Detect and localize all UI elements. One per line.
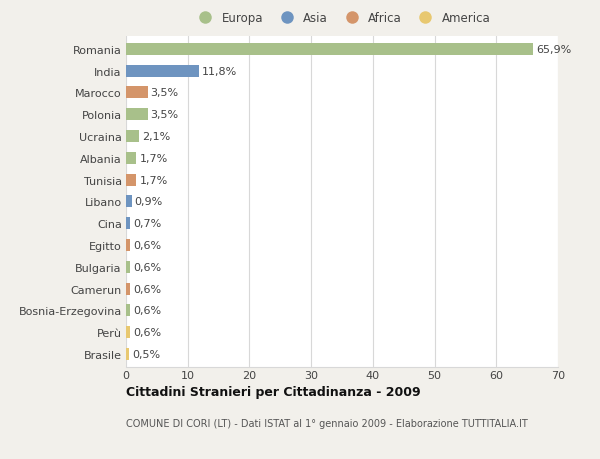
- Text: 0,9%: 0,9%: [134, 197, 163, 207]
- Text: 1,7%: 1,7%: [140, 153, 168, 163]
- Text: 65,9%: 65,9%: [536, 45, 571, 55]
- Text: 11,8%: 11,8%: [202, 67, 237, 77]
- Text: 0,6%: 0,6%: [133, 262, 161, 272]
- Text: 1,7%: 1,7%: [140, 175, 168, 185]
- Text: 2,1%: 2,1%: [142, 132, 170, 142]
- Bar: [126, 261, 130, 273]
- Text: 0,6%: 0,6%: [133, 241, 161, 251]
- Bar: [126, 44, 533, 56]
- Bar: [126, 66, 199, 78]
- Bar: [126, 348, 129, 360]
- Bar: [126, 152, 136, 164]
- Bar: [126, 305, 130, 317]
- Bar: [126, 109, 148, 121]
- Bar: [126, 326, 130, 338]
- Bar: [126, 131, 139, 143]
- Bar: [126, 87, 148, 99]
- Text: 0,6%: 0,6%: [133, 306, 161, 316]
- Text: 3,5%: 3,5%: [151, 110, 179, 120]
- Bar: [126, 240, 130, 252]
- Legend: Europa, Asia, Africa, America: Europa, Asia, Africa, America: [191, 10, 493, 27]
- Bar: [126, 283, 130, 295]
- Bar: [126, 196, 131, 208]
- Text: 0,5%: 0,5%: [132, 349, 160, 359]
- Text: 0,6%: 0,6%: [133, 327, 161, 337]
- Text: 3,5%: 3,5%: [151, 88, 179, 98]
- Text: 0,7%: 0,7%: [133, 218, 161, 229]
- Bar: [126, 174, 136, 186]
- Text: Cittadini Stranieri per Cittadinanza - 2009: Cittadini Stranieri per Cittadinanza - 2…: [126, 386, 421, 398]
- Bar: [126, 218, 130, 230]
- Text: COMUNE DI CORI (LT) - Dati ISTAT al 1° gennaio 2009 - Elaborazione TUTTITALIA.IT: COMUNE DI CORI (LT) - Dati ISTAT al 1° g…: [126, 418, 528, 428]
- Text: 0,6%: 0,6%: [133, 284, 161, 294]
